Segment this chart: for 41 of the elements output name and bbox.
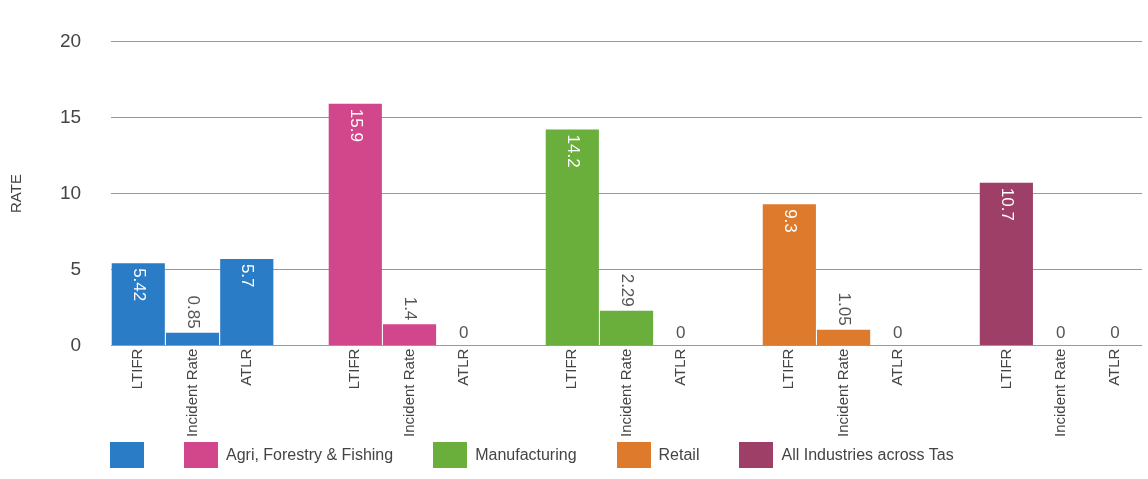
- x-tick-label: ATLR: [453, 348, 471, 386]
- x-tick-label: ATLR: [887, 348, 905, 386]
- y-tick-label: 0: [70, 333, 82, 355]
- y-tick-label: 5: [70, 257, 82, 279]
- x-tick-label: Incident Rate: [833, 348, 851, 437]
- x-tick-label: LTIFR: [779, 348, 797, 390]
- x-tick-label: LTIFR: [562, 348, 580, 390]
- legend-label: Retail: [658, 446, 700, 464]
- x-tick-label: LTIFR: [128, 348, 146, 390]
- data-label: 0: [1110, 322, 1120, 342]
- data-label: 9.3: [780, 209, 800, 233]
- x-tick-label: ATLR: [236, 348, 254, 386]
- data-label: 0: [893, 322, 903, 342]
- data-label: 10.7: [997, 187, 1017, 221]
- x-tick-label: LTIFR: [996, 348, 1014, 390]
- data-label: 0: [459, 322, 469, 342]
- x-tick-label: Incident Rate: [1050, 348, 1068, 437]
- data-label: 1.4: [400, 296, 420, 321]
- data-label: 0: [676, 322, 686, 342]
- data-label: 14.2: [563, 134, 583, 168]
- legend-label: Manufacturing: [475, 446, 577, 464]
- x-tick-label: Incident Rate: [399, 348, 417, 437]
- data-label: 0.85: [183, 295, 203, 329]
- bar: [979, 182, 1033, 346]
- legend-label: All Industries across Tas: [781, 446, 954, 464]
- x-tick-label: LTIFR: [345, 348, 363, 390]
- data-label: 5.42: [129, 268, 149, 302]
- y-tick-label: 20: [59, 29, 82, 51]
- legend-label: Agri, Forestry & Fishing: [226, 446, 394, 464]
- x-tick-label: Incident Rate: [182, 348, 200, 437]
- y-axis-title: RATE: [7, 174, 25, 213]
- data-label: 2.29: [617, 273, 637, 307]
- y-tick-label: 15: [59, 105, 82, 127]
- y-tick-label: 10: [59, 181, 82, 203]
- x-tick-label: ATLR: [1105, 348, 1123, 386]
- data-label: 1.05: [834, 292, 854, 326]
- data-label: 5.7: [238, 263, 258, 288]
- data-label: 15.9: [346, 108, 366, 142]
- x-tick-label: ATLR: [670, 348, 688, 386]
- x-tick-label: Incident Rate: [616, 348, 634, 437]
- data-label: 0: [1055, 322, 1066, 342]
